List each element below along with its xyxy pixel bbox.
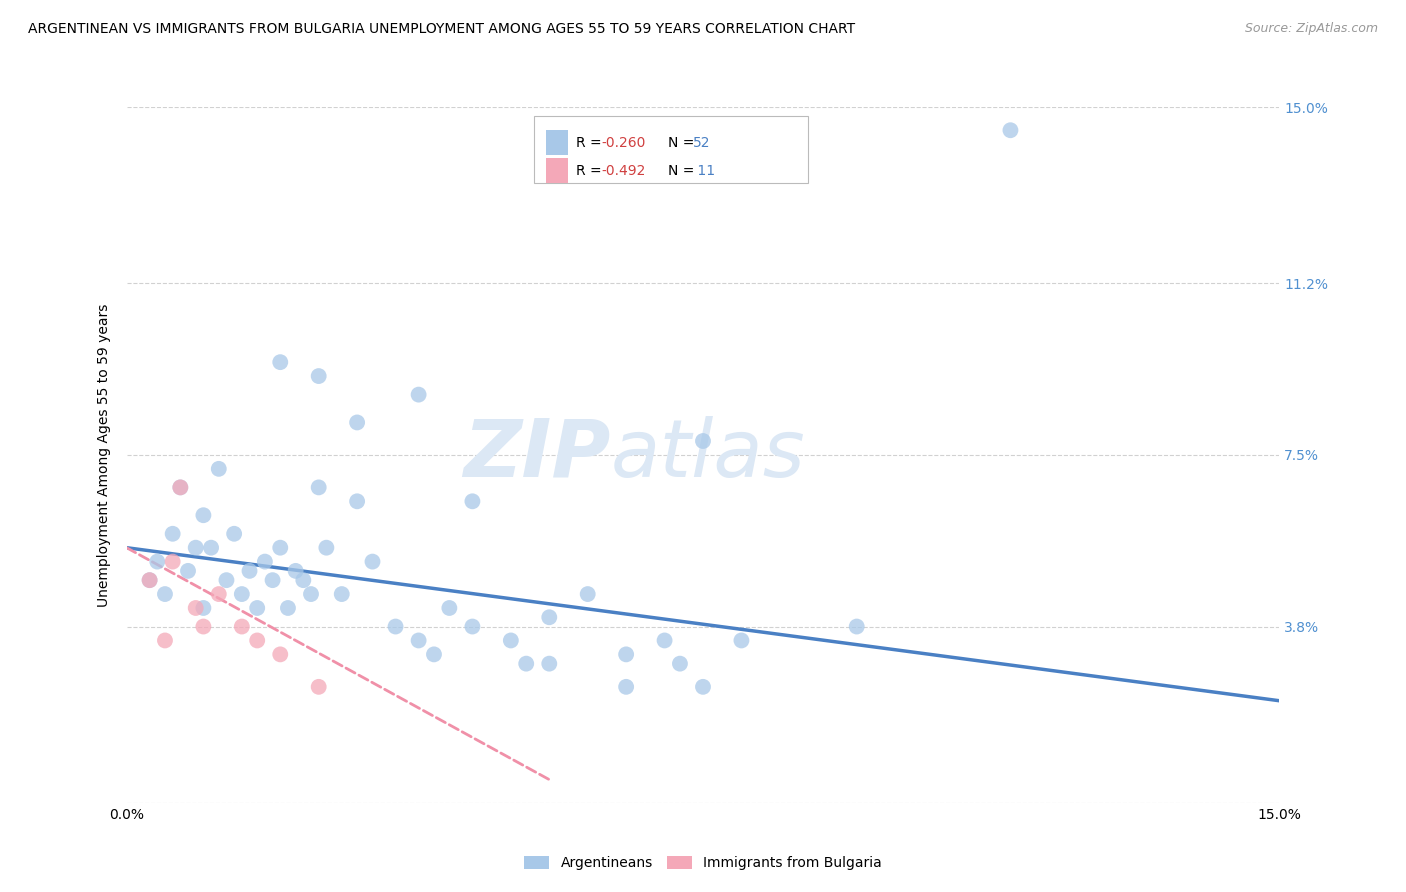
Text: N =: N = (668, 164, 699, 178)
Point (177, 564, 200, 578)
Point (193, 619, 215, 633)
Point (162, 555, 184, 569)
Text: R =: R = (576, 164, 606, 178)
Point (269, 648, 291, 662)
Point (299, 587, 322, 601)
Point (1000, 123, 1022, 137)
Text: R =: R = (576, 136, 606, 150)
Point (184, 601, 207, 615)
Point (346, 416, 368, 430)
Point (439, 601, 461, 615)
Point (330, 587, 353, 601)
Text: 11: 11 (693, 164, 716, 178)
Point (499, 633, 522, 648)
Point (538, 610, 561, 624)
Point (208, 462, 231, 476)
Point (215, 573, 238, 587)
Text: 52: 52 (693, 136, 710, 150)
Y-axis label: Unemployment Among Ages 55 to 59 years: Unemployment Among Ages 55 to 59 years (97, 303, 111, 607)
Text: -0.260: -0.260 (602, 136, 647, 150)
Text: ZIP: ZIP (464, 416, 610, 494)
Point (308, 680, 330, 694)
Point (253, 555, 276, 569)
Point (614, 648, 637, 662)
Point (576, 587, 599, 601)
Point (138, 573, 160, 587)
Point (262, 573, 284, 587)
Point (730, 633, 752, 648)
Text: N =: N = (668, 136, 699, 150)
Point (162, 526, 184, 541)
Point (692, 434, 714, 448)
Point (315, 541, 337, 555)
Point (269, 541, 291, 555)
Point (292, 573, 315, 587)
Text: -0.492: -0.492 (602, 164, 647, 178)
Point (845, 619, 868, 633)
Text: atlas: atlas (610, 416, 806, 494)
Point (208, 587, 231, 601)
Point (461, 619, 484, 633)
Point (246, 633, 269, 648)
Point (238, 564, 260, 578)
Point (153, 633, 176, 648)
Point (408, 387, 430, 401)
Point (231, 587, 253, 601)
Point (246, 601, 269, 615)
Point (277, 601, 299, 615)
Point (146, 555, 169, 569)
Point (515, 657, 537, 671)
Point (231, 619, 253, 633)
Point (200, 541, 222, 555)
Point (284, 564, 307, 578)
Point (193, 508, 215, 523)
Point (384, 619, 406, 633)
Point (669, 657, 692, 671)
Point (361, 555, 384, 569)
Point (692, 680, 714, 694)
Point (423, 648, 446, 662)
Point (346, 494, 368, 508)
Text: Source: ZipAtlas.com: Source: ZipAtlas.com (1244, 22, 1378, 36)
Point (269, 355, 291, 369)
Point (224, 526, 246, 541)
Point (193, 601, 215, 615)
Point (408, 633, 430, 648)
Point (654, 633, 676, 648)
Point (138, 573, 160, 587)
Point (308, 480, 330, 494)
Point (184, 541, 207, 555)
Point (153, 587, 176, 601)
Legend: Argentineans, Immigrants from Bulgaria: Argentineans, Immigrants from Bulgaria (519, 851, 887, 876)
Point (614, 680, 637, 694)
Point (169, 480, 191, 494)
Point (169, 480, 191, 494)
Point (461, 494, 484, 508)
Point (538, 657, 561, 671)
Text: ARGENTINEAN VS IMMIGRANTS FROM BULGARIA UNEMPLOYMENT AMONG AGES 55 TO 59 YEARS C: ARGENTINEAN VS IMMIGRANTS FROM BULGARIA … (28, 22, 855, 37)
Point (308, 369, 330, 384)
